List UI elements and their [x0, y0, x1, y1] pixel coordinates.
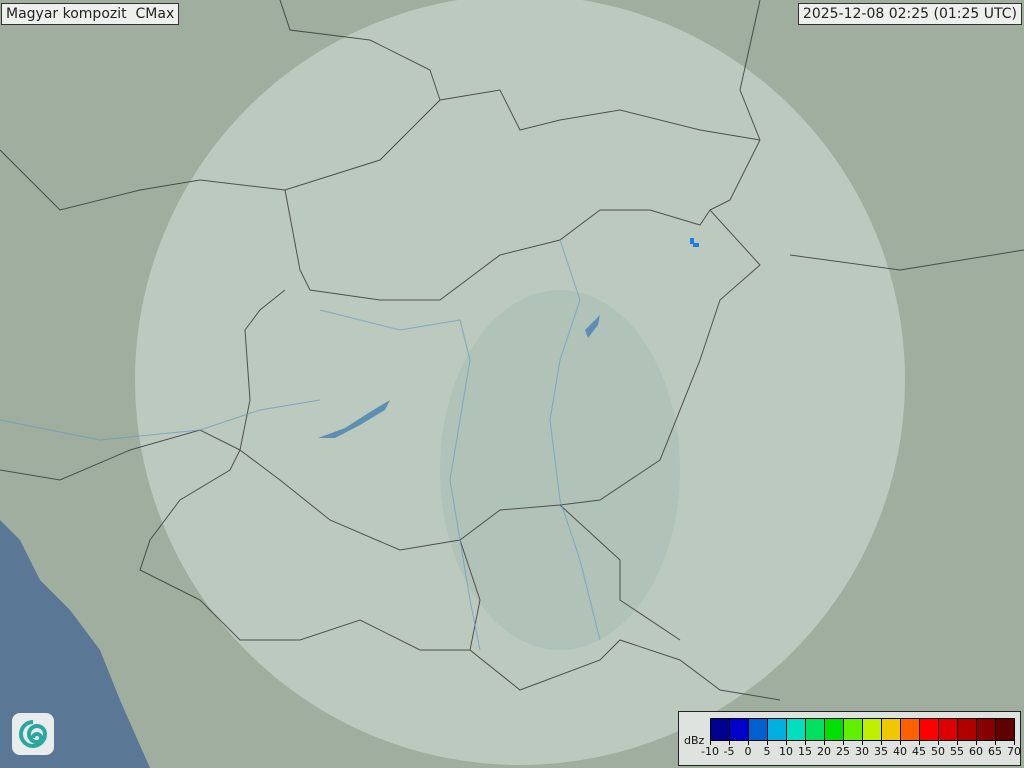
legend-tick-label: 30 [855, 745, 869, 758]
legend-tick-label: 15 [798, 745, 812, 758]
legend-color-cell [749, 719, 768, 740]
legend-tick-label: 65 [988, 745, 1002, 758]
legend-tick-label: 5 [763, 745, 771, 758]
legend-color-cell [901, 719, 920, 740]
legend-tick-label: 35 [874, 745, 888, 758]
product-title: Magyar kompozit CMax [1, 3, 180, 25]
legend-tick [786, 740, 787, 745]
legend-tick [995, 740, 996, 745]
legend-color-cell [996, 719, 1014, 740]
legend-color-cell [730, 719, 749, 740]
spiral-logo-icon[interactable] [12, 713, 54, 755]
adriatic-sea [0, 520, 150, 768]
radar-echoes [690, 238, 699, 247]
legend-tick [957, 740, 958, 745]
dbz-color-legend: dBz -10 -5 0 5 10 15 20 25 30 35 40 45 50 55 60 65 70 [678, 711, 1021, 766]
legend-color-cell [711, 719, 730, 740]
legend-tick-label: 20 [817, 745, 831, 758]
legend-color-scale [710, 718, 1015, 741]
timestamp-label: 2025-12-08 02:25 (01:25 UTC) [797, 3, 1022, 25]
legend-tick [881, 740, 882, 745]
legend-color-cell [768, 719, 787, 740]
rivers [0, 239, 601, 651]
legend-tick [843, 740, 844, 745]
legend-tick [900, 740, 901, 745]
legend-tick-label: 55 [950, 745, 964, 758]
legend-tick-label: -5 [723, 745, 735, 758]
legend-ticks: -10 -5 0 5 10 15 20 25 30 35 40 45 50 55 60 65 70 [701, 740, 1021, 760]
legend-color-cell [806, 719, 825, 740]
legend-color-cell [958, 719, 977, 740]
legend-color-cell [863, 719, 882, 740]
legend-tick-label: 0 [744, 745, 752, 758]
legend-tick [976, 740, 977, 745]
legend-color-cell [787, 719, 806, 740]
legend-tick-label: 60 [969, 745, 983, 758]
legend-tick-label: 50 [931, 745, 945, 758]
legend-color-cell [882, 719, 901, 740]
legend-tick [748, 740, 749, 745]
legend-tick [805, 740, 806, 745]
legend-tick [729, 740, 730, 745]
legend-tick [767, 740, 768, 745]
legend-tick [862, 740, 863, 745]
legend-color-cell [920, 719, 939, 740]
legend-tick-label: 25 [836, 745, 850, 758]
legend-tick-label: 40 [893, 745, 907, 758]
lake-tisza [585, 315, 600, 338]
legend-tick-label: -10 [701, 745, 719, 758]
legend-tick [824, 740, 825, 745]
legend-tick-label: 70 [1007, 745, 1021, 758]
great-plain-area [440, 290, 680, 650]
legend-tick [919, 740, 920, 745]
legend-tick [710, 740, 711, 745]
legend-tick [938, 740, 939, 745]
legend-color-cell [977, 719, 996, 740]
radar-coverage-area [135, 0, 905, 765]
legend-unit: dBz [684, 734, 705, 747]
legend-tick [1014, 740, 1015, 745]
country-borders [0, 0, 1024, 701]
legend-tick-label: 45 [912, 745, 926, 758]
legend-color-cell [939, 719, 958, 740]
legend-color-cell [844, 719, 863, 740]
legend-color-cell [825, 719, 844, 740]
legend-tick-label: 10 [779, 745, 793, 758]
